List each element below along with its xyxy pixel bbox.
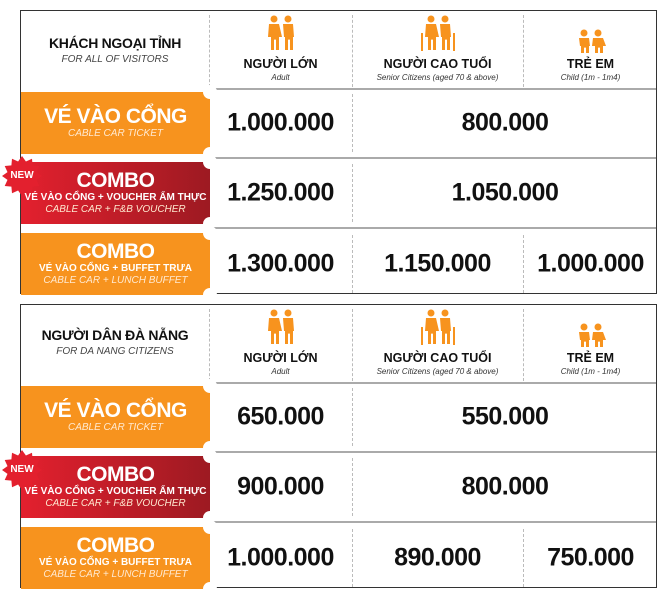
column-header: NGƯỜI LỚN Adult	[209, 15, 352, 82]
price-cell: 1.000.000	[537, 249, 644, 278]
divider	[352, 15, 353, 87]
adult-couple-icon	[209, 309, 352, 347]
divider	[523, 15, 524, 87]
ticket-name: COMBO	[76, 534, 156, 557]
ticket-label: COMBO VÉ VÀO CỔNG + BUFFET TRƯA CABLE CAR …	[21, 520, 217, 596]
ticket-desc-en: CABLE CAR + F&B VOUCHER	[45, 204, 186, 215]
divider	[209, 15, 210, 87]
column-label: NGƯỜI CAO TUỔI	[383, 57, 492, 71]
price-cell: 1.300.000	[227, 249, 334, 278]
divider	[523, 235, 524, 293]
divider	[209, 382, 656, 384]
price-cell: 550.000	[461, 402, 549, 431]
column-sublabel: Child (1m - 1m4)	[560, 73, 621, 82]
new-badge: NEW	[2, 450, 42, 490]
divider	[352, 458, 353, 516]
senior-couple-icon	[352, 309, 523, 347]
price-cell: 1.250.000	[227, 178, 334, 207]
divider	[209, 157, 656, 159]
ticket-desc-en: CABLE CAR + LUNCH BUFFET	[43, 569, 188, 580]
new-badge-label: NEW	[10, 464, 34, 475]
ticket-desc-en: CABLE CAR TICKET	[67, 128, 164, 139]
table-title: NGƯỜI DÂN ĐÀ NẴNG FOR DA NANG CITIZENS	[21, 327, 209, 357]
divider	[352, 164, 353, 222]
column-header: NGƯỜI CAO TUỔI Senior Citizens (aged 70 &…	[352, 309, 523, 376]
price-cell: 650.000	[237, 402, 324, 431]
title-en: FOR ALL OF VISITORS	[61, 54, 169, 65]
ticket-label: COMBO VÉ VÀO CỔNG + VOUCHER ẨM THỰC CABLE …	[21, 155, 217, 231]
adult-couple-icon	[209, 15, 352, 53]
ticket-label: VÉ VÀO CỔNG CABLE CAR TICKET	[21, 85, 217, 161]
senior-couple-icon	[352, 15, 523, 53]
ticket-desc-en: CABLE CAR TICKET	[67, 422, 164, 433]
column-label: NGƯỜI CAO TUỔI	[383, 351, 492, 365]
divider	[209, 88, 656, 90]
column-sublabel: Senior Citizens (aged 70 & above)	[376, 367, 499, 376]
divider	[352, 94, 353, 152]
column-sublabel: Child (1m - 1m4)	[560, 367, 621, 376]
ticket-desc: VÉ VÀO CỔNG + BUFFET TRƯA	[38, 557, 193, 568]
column-label: TRẺ EM	[566, 351, 615, 365]
ticket-name: VÉ VÀO CỔNG	[44, 105, 187, 128]
ticket-desc: VÉ VÀO CỔNG + VOUCHER ẨM THỰC	[24, 192, 207, 203]
column-header: TRẺ EM Child (1m - 1m4)	[523, 23, 658, 82]
divider	[209, 521, 656, 523]
divider	[209, 309, 210, 381]
divider	[352, 235, 353, 293]
price-cell: 1.150.000	[384, 249, 491, 278]
new-badge: NEW	[2, 156, 42, 196]
price-cell: 1.050.000	[451, 178, 559, 207]
column-label: TRẺ EM	[566, 57, 615, 71]
children-icon	[523, 317, 658, 347]
title-vi: NGƯỜI DÂN ĐÀ NẴNG	[41, 327, 189, 343]
divider	[352, 388, 353, 446]
divider	[209, 451, 656, 453]
divider	[523, 529, 524, 587]
ticket-desc: VÉ VÀO CỔNG + BUFFET TRƯA	[38, 263, 193, 274]
column-sublabel: Senior Citizens (aged 70 & above)	[376, 73, 499, 82]
divider	[352, 309, 353, 381]
price-cell: 750.000	[547, 543, 634, 572]
ticket-name: VÉ VÀO CỔNG	[44, 399, 187, 422]
table-title: KHÁCH NGOẠI TỈNH FOR ALL OF VISITORS	[21, 35, 209, 65]
price-table: NGƯỜI DÂN ĐÀ NẴNG FOR DA NANG CITIZENS NGƯ…	[2, 304, 658, 596]
price-table: KHÁCH NGOẠI TỈNH FOR ALL OF VISITORS NGƯỜI…	[2, 10, 658, 302]
new-badge-label: NEW	[10, 170, 34, 181]
column-sublabel: Adult	[271, 73, 290, 82]
price-cell: 800.000	[461, 108, 549, 137]
price-cell: 1.000.000	[227, 543, 334, 572]
price-cell: 800.000	[461, 472, 549, 501]
price-cell: 900.000	[237, 472, 324, 501]
divider	[209, 227, 656, 229]
column-header: NGƯỜI CAO TUỔI Senior Citizens (aged 70 &…	[352, 15, 523, 82]
ticket-desc-en: CABLE CAR + F&B VOUCHER	[45, 498, 186, 509]
ticket-name: COMBO	[76, 463, 156, 486]
ticket-desc-en: CABLE CAR + LUNCH BUFFET	[43, 275, 188, 286]
ticket-name: COMBO	[76, 240, 156, 263]
column-sublabel: Adult	[271, 367, 290, 376]
column-header: TRẺ EM Child (1m - 1m4)	[523, 317, 658, 376]
column-header: NGƯỜI LỚN Adult	[209, 309, 352, 376]
column-label: NGƯỜI LỚN	[243, 57, 318, 71]
ticket-name: COMBO	[76, 169, 156, 192]
title-vi: KHÁCH NGOẠI TỈNH	[48, 35, 182, 51]
starburst-icon	[2, 156, 42, 196]
children-icon	[523, 23, 658, 53]
ticket-label: COMBO VÉ VÀO CỔNG + BUFFET TRƯA CABLE CAR …	[21, 226, 217, 302]
ticket-label: VÉ VÀO CỔNG CABLE CAR TICKET	[21, 379, 217, 455]
ticket-label: COMBO VÉ VÀO CỔNG + VOUCHER ẨM THỰC CABLE …	[21, 449, 217, 525]
column-label: NGƯỜI LỚN	[243, 351, 318, 365]
ticket-desc: VÉ VÀO CỔNG + VOUCHER ẨM THỰC	[24, 486, 207, 497]
starburst-icon	[2, 450, 42, 490]
price-cell: 1.000.000	[227, 108, 334, 137]
divider	[523, 309, 524, 381]
price-cell: 890.000	[394, 543, 481, 572]
divider	[352, 529, 353, 587]
title-en: FOR DA NANG CITIZENS	[56, 346, 174, 357]
